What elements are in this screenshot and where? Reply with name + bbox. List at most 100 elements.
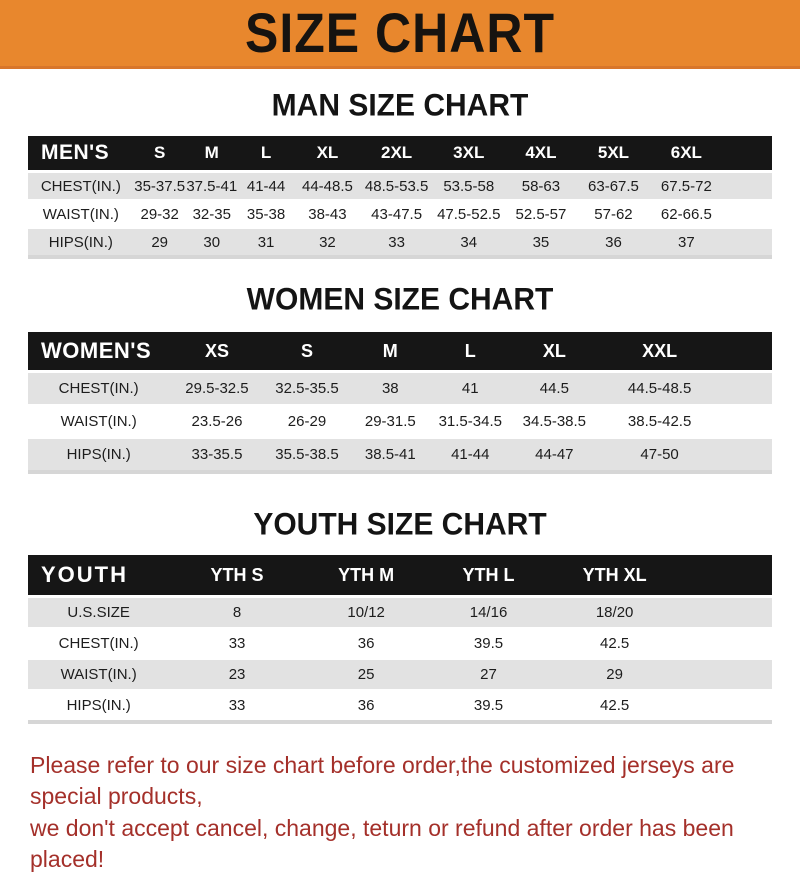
size-value: 29-31.5: [349, 404, 432, 438]
size-value: 36: [304, 627, 428, 659]
youth-header-label: YOUTH: [28, 555, 170, 598]
men-waist-row: WAIST(IN.) 29-32 32-35 35-38 38-43 43-47…: [28, 199, 772, 228]
youth-header-row: YOUTH YTH S YTH M YTH L YTH XL: [28, 555, 772, 598]
spacer-cell: [679, 595, 772, 628]
size-value: 30: [185, 227, 238, 257]
spacer-cell: [719, 437, 772, 472]
size-value: 58-63: [504, 170, 577, 200]
size-value: 35-37.5: [133, 170, 186, 200]
spacer-cell: [719, 370, 772, 405]
size-value: 67.5-72: [649, 170, 723, 200]
women-size-header: XS: [169, 332, 265, 373]
women-size-header: S: [264, 332, 350, 373]
size-value: 34.5-38.5: [509, 404, 600, 438]
size-value: 35-38: [237, 199, 295, 228]
size-value: 63-67.5: [577, 170, 650, 200]
row-label: CHEST(IN.): [28, 627, 170, 659]
size-value: 29: [133, 227, 186, 257]
size-value: 36: [304, 689, 428, 722]
women-size-header: XL: [509, 332, 600, 373]
men-header-spacer: [722, 136, 772, 173]
women-size-chart-title: WOMEN SIZE CHART: [246, 281, 554, 317]
size-value: 37: [649, 227, 723, 257]
youth-size-header: YTH M: [304, 555, 428, 598]
women-size-header: M: [349, 332, 432, 373]
size-value: 52.5-57: [504, 199, 577, 228]
size-value: 39.5: [427, 689, 550, 722]
youth-size-header: YTH S: [169, 555, 305, 598]
size-value: 53.5-58: [432, 170, 505, 200]
size-value: 36: [577, 227, 650, 257]
size-value: 38: [349, 370, 432, 405]
size-value: 39.5: [427, 627, 550, 659]
size-value: 37.5-41: [185, 170, 238, 200]
size-value: 23: [169, 658, 305, 690]
spacer-cell: [679, 627, 772, 659]
size-value: 31.5-34.5: [431, 404, 510, 438]
banner-title: SIZE CHART: [245, 1, 555, 65]
size-chart-banner: SIZE CHART: [0, 0, 800, 69]
size-value: 33-35.5: [169, 437, 265, 472]
men-size-header: M: [185, 136, 238, 173]
size-value: 29.5-32.5: [169, 370, 265, 405]
women-header-label: WOMEN'S: [28, 332, 170, 373]
youth-size-header: YTH L: [427, 555, 550, 598]
size-value: 33: [169, 627, 305, 659]
row-label: HIPS(IN.): [28, 227, 134, 257]
size-value: 42.5: [549, 689, 680, 722]
disclaimer-line-1: Please refer to our size chart before or…: [30, 752, 735, 810]
women-header-spacer: [719, 332, 772, 373]
row-label: HIPS(IN.): [28, 689, 170, 722]
youth-size-header: YTH XL: [549, 555, 680, 598]
row-label: WAIST(IN.): [28, 658, 170, 690]
size-value: 29: [549, 658, 680, 690]
man-size-chart-title: MAN SIZE CHART: [271, 87, 529, 123]
women-chest-row: CHEST(IN.) 29.5-32.5 32.5-35.5 38 41 44.…: [28, 370, 772, 405]
youth-chest-row: CHEST(IN.) 33 36 39.5 42.5: [28, 627, 772, 659]
men-header-label: MEN'S: [28, 136, 134, 173]
size-value: 25: [304, 658, 428, 690]
size-value: 27: [427, 658, 550, 690]
size-value: 8: [169, 595, 305, 628]
disclaimer-line-2: we don't accept cancel, change, teturn o…: [30, 814, 734, 872]
size-value: 47-50: [599, 437, 720, 472]
size-value: 35.5-38.5: [264, 437, 350, 472]
disclaimer: Please refer to our size chart before or…: [30, 750, 770, 875]
size-value: 18/20: [549, 595, 680, 628]
size-value: 47.5-52.5: [432, 199, 505, 228]
size-value: 32.5-35.5: [264, 370, 350, 405]
size-value: 32-35: [185, 199, 238, 228]
size-value: 29-32: [133, 199, 186, 228]
size-value: 32: [294, 227, 361, 257]
youth-header-spacer: [679, 555, 772, 598]
women-size-header: L: [431, 332, 510, 373]
size-value: 38-43: [294, 199, 361, 228]
size-value: 44.5: [509, 370, 600, 405]
men-size-table: MEN'S S M L XL 2XL 3XL 4XL 5XL 6XL CHEST…: [28, 136, 772, 259]
row-label: CHEST(IN.): [28, 170, 134, 200]
size-value: 57-62: [577, 199, 650, 228]
youth-waist-row: WAIST(IN.) 23 25 27 29: [28, 658, 772, 690]
spacer-cell: [722, 227, 772, 257]
size-value: 33: [169, 689, 305, 722]
size-value: 33: [360, 227, 433, 257]
spacer-cell: [722, 170, 772, 200]
women-size-header: XXL: [599, 332, 720, 373]
youth-size-table: YOUTH YTH S YTH M YTH L YTH XL U.S.SIZE …: [28, 555, 772, 724]
row-label: WAIST(IN.): [28, 199, 134, 228]
men-hips-row: HIPS(IN.) 29 30 31 32 33 34 35 36 37: [28, 227, 772, 257]
men-size-header: 2XL: [360, 136, 433, 173]
size-value: 14/16: [427, 595, 550, 628]
spacer-cell: [679, 689, 772, 722]
youth-hips-row: HIPS(IN.) 33 36 39.5 42.5: [28, 689, 772, 722]
size-value: 48.5-53.5: [360, 170, 433, 200]
size-value: 44-47: [509, 437, 600, 472]
women-waist-row: WAIST(IN.) 23.5-26 26-29 29-31.5 31.5-34…: [28, 404, 772, 438]
men-size-header: 5XL: [577, 136, 650, 173]
size-value: 35: [504, 227, 577, 257]
size-value: 38.5-41: [349, 437, 432, 472]
row-label: U.S.SIZE: [28, 595, 170, 628]
row-label: HIPS(IN.): [28, 437, 170, 472]
women-size-table: WOMEN'S XS S M L XL XXL CHEST(IN.) 29.5-…: [28, 332, 772, 474]
size-value: 31: [237, 227, 295, 257]
